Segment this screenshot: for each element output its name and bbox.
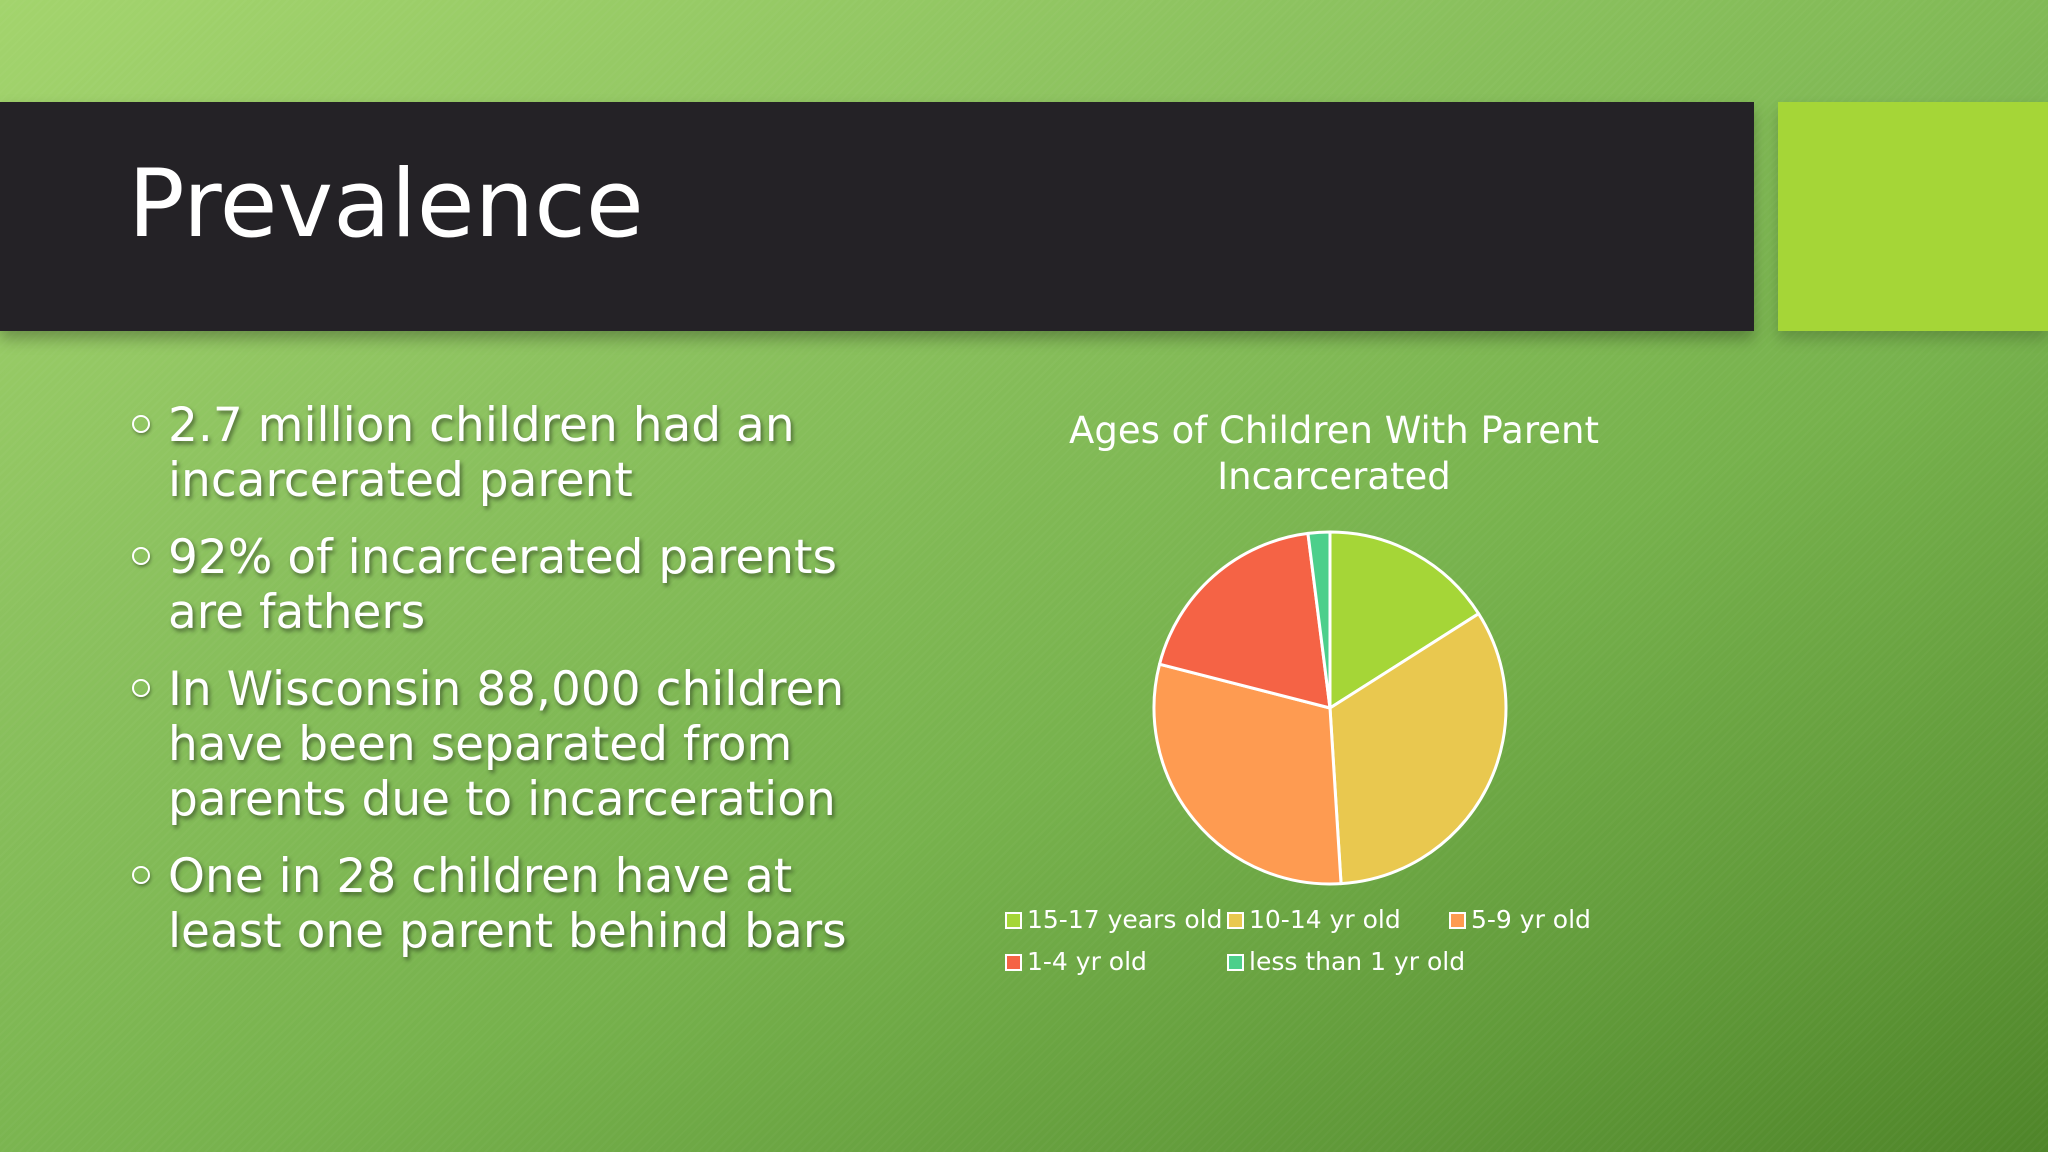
bullet-text: One in 28 children have at least one par… <box>168 849 847 959</box>
bullet-circle-icon <box>132 547 150 565</box>
bullet-circle-icon <box>132 415 150 433</box>
legend-item: 1-4 yr old <box>1005 947 1227 977</box>
legend-item: 5-9 yr old <box>1449 905 1645 935</box>
bullet-item: 92% of incarcerated parents are fathers <box>128 530 868 640</box>
legend-label: less than 1 yr old <box>1249 947 1466 976</box>
bullet-list: 2.7 million children had an incarcerated… <box>128 398 868 981</box>
bullet-text: In Wisconsin 88,000 children have been s… <box>168 662 845 827</box>
bullet-circle-icon <box>132 679 150 697</box>
bullet-item: 2.7 million children had an incarcerated… <box>128 398 868 508</box>
title-bar <box>0 102 1754 331</box>
pie-slice-5-9-yr-old <box>1152 662 1343 886</box>
legend-item: 15-17 years old <box>1005 905 1227 935</box>
legend-swatch <box>1227 911 1244 929</box>
legend-label: 10-14 yr old <box>1249 905 1401 934</box>
pie-slice-less-than-1-yr-old <box>1306 530 1332 710</box>
pie-chart <box>1152 530 1508 886</box>
legend-label: 5-9 yr old <box>1471 905 1591 934</box>
chart-legend: 15-17 years old 10-14 yr old 5-9 yr old 1-4… <box>1005 905 1645 977</box>
pie-slice-15-17-years-old <box>1328 530 1481 710</box>
legend-item: 10-14 yr old <box>1227 905 1449 935</box>
legend-swatch <box>1005 911 1022 929</box>
bullet-text: 92% of incarcerated parents are fathers <box>168 530 837 640</box>
bullet-text: 2.7 million children had an incarcerated… <box>168 398 795 508</box>
accent-square <box>1778 102 2048 331</box>
legend-swatch <box>1227 953 1244 971</box>
bullet-circle-icon <box>132 866 150 884</box>
legend-label: 15-17 years old <box>1027 905 1223 934</box>
legend-swatch <box>1005 953 1022 971</box>
legend-swatch <box>1449 911 1466 929</box>
bullet-item: One in 28 children have at least one par… <box>128 849 868 959</box>
slide-title: Prevalence <box>128 150 644 259</box>
legend-label: 1-4 yr old <box>1027 947 1147 976</box>
pie-slice-10-14-yr-old <box>1328 612 1508 886</box>
bullet-item: In Wisconsin 88,000 children have been s… <box>128 662 868 827</box>
pie-slice-1-4-yr-old <box>1158 531 1332 710</box>
chart-title: Ages of Children With Parent Incarcerate… <box>1069 409 1599 498</box>
legend-item: less than 1 yr old <box>1227 947 1465 977</box>
